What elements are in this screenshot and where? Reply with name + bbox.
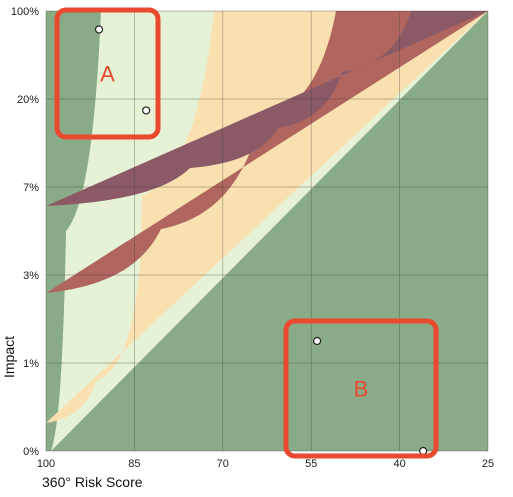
zone-severe (46, 11, 488, 206)
x-tick-label: 25 (482, 458, 494, 470)
data-point (142, 106, 151, 115)
x-tick-label: 85 (128, 458, 140, 470)
data-points (94, 25, 428, 456)
x-axis-title: 360° Risk Score (42, 474, 143, 490)
y-axis-title: Impact (1, 336, 17, 378)
x-tick-label: 70 (217, 458, 229, 470)
annotations: AB (54, 7, 439, 459)
y-axis-ticks: 0% 1% 3% 7% 20% 100% (11, 6, 39, 458)
y-tick-label: 20% (17, 94, 39, 106)
x-tick-label: 40 (393, 458, 405, 470)
x-tick-label: 55 (305, 458, 317, 470)
data-point (419, 446, 428, 456)
x-tick-label: 100 (37, 458, 55, 470)
annotation-label-b: B (354, 377, 369, 402)
y-tick-label: 0% (23, 446, 39, 458)
data-point (94, 25, 104, 34)
grid-lines (45, 10, 489, 452)
zone-high (46, 11, 488, 293)
data-point (312, 336, 322, 346)
y-tick-label: 1% (23, 358, 39, 370)
y-tick-label: 100% (11, 6, 39, 18)
zone-elevated (46, 11, 488, 423)
y-tick-label: 3% (23, 270, 39, 282)
x-axis-ticks: 100 85 70 55 40 25 (37, 458, 494, 470)
y-tick-label: 7% (23, 182, 39, 194)
annotation-label-a: A (100, 62, 115, 87)
annotation-box-a (54, 7, 161, 140)
annotation-box-b (283, 318, 439, 459)
